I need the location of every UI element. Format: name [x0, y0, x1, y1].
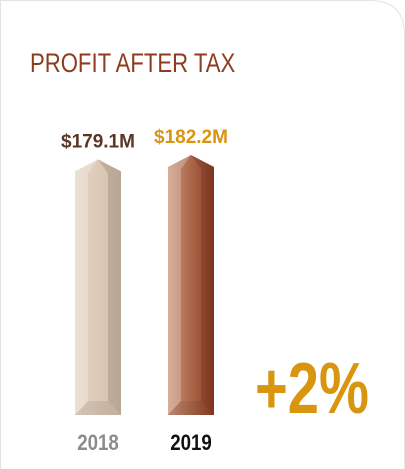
bar-facet — [75, 159, 98, 415]
x-tick-label: 2018 — [77, 432, 119, 456]
bar — [168, 155, 214, 415]
bar-facet — [191, 155, 214, 415]
value-label: $179.1M — [61, 131, 135, 152]
chart-title: PROFIT AFTER TAX — [30, 49, 235, 79]
value-label: $182.2M — [154, 127, 228, 148]
bar-facet — [168, 155, 191, 415]
bar-facet — [75, 401, 121, 415]
bar-facet — [98, 159, 121, 415]
bar — [75, 159, 121, 415]
bar-facet — [168, 401, 214, 415]
change-annotation: +2% — [255, 348, 369, 428]
x-tick-label: 2019 — [170, 432, 212, 456]
